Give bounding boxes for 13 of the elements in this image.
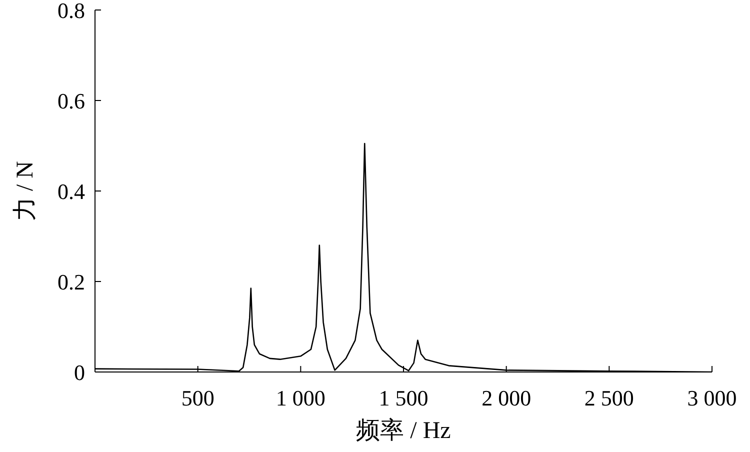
x-tick-label: 500 xyxy=(181,386,214,411)
y-tick-label: 0 xyxy=(74,360,85,385)
x-tick-label: 2 000 xyxy=(482,386,532,411)
y-tick-label: 0.4 xyxy=(58,178,85,204)
x-tick-label: 3 000 xyxy=(687,386,737,411)
y-axis-title: 力 / N xyxy=(12,161,39,221)
x-tick-label: 1 000 xyxy=(276,386,326,411)
x-axis-title: 频率 / Hz xyxy=(356,417,451,444)
y-tick-label: 0.6 xyxy=(58,88,85,114)
x-tick-label: 2 500 xyxy=(584,386,634,411)
y-tick-label: 0.8 xyxy=(58,0,85,23)
x-tick-label: 1 500 xyxy=(378,386,428,411)
y-tick-label: 0.2 xyxy=(58,269,85,294)
